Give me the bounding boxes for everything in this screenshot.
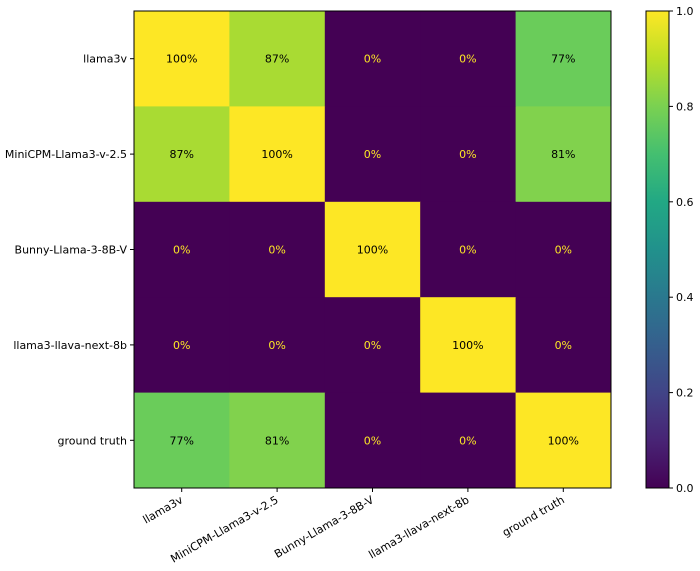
cell-label-r4-c1: 81% [265,434,289,447]
y-tick-label: llama3v [83,53,127,66]
heatmap-cell-r4-c1 [229,392,326,489]
x-tick-label: Bunny-Llama-3-8B-V [272,493,376,561]
cell-label-r1-c1: 100% [261,148,292,161]
cell-label-r2-c1: 0% [268,244,285,257]
cell-label-r2-c0: 0% [173,244,190,257]
cell-label-r2-c3: 0% [459,244,476,257]
cell-label-r0-c3: 0% [459,53,476,66]
cell-label-r4-c2: 0% [364,434,381,447]
x-axis: llama3vMiniCPM-Llama3-v-2.5Bunny-Llama-3… [141,488,567,566]
heatmap-grid: 100% 87% 0% 0% 77% 87% 100% 0% 0% 81% 0% 0% 100% 0% 0%… [134,11,612,489]
heatmap-cell-r1-c3 [420,106,517,203]
heatmap-cell-r2-c1 [229,201,326,298]
y-axis: llama3v MiniCPM-Llama3-v-2.5 Bunny-Llama-3… [5,53,134,447]
cell-label-r2-c4: 0% [555,244,572,257]
cell-label-r4-c0: 77% [169,434,193,447]
cell-label-r4-c4: 100% [548,434,579,447]
cell-label-r0-c2: 0% [364,53,381,66]
heatmap-cell-r0-c4 [515,11,612,107]
x-tick-label: llama3v [141,493,186,526]
heatmap-cell-r2-c3 [420,201,517,298]
colorbar-tick-label: 0.0 [676,482,694,495]
colorbar-tick-label: 0.2 [676,387,694,400]
cell-label-r3-c0: 0% [173,339,190,352]
heatmap-cell-r1-c2 [324,106,421,203]
heatmap-cell-r1-c4 [515,106,612,203]
heatmap-cell-r0-c3 [420,11,517,107]
heatmap-cell-r0-c0 [134,11,230,107]
heatmap-cell-r4-c2 [324,392,421,489]
y-tick-label: llama3-llava-next-8b [13,339,127,352]
y-tick-label: ground truth [57,434,127,447]
heatmap-cell-r3-c4 [515,297,612,394]
cell-label-r1-c2: 0% [364,148,381,161]
cell-label-r3-c1: 0% [268,339,285,352]
cell-label-r4-c3: 0% [459,434,476,447]
heatmap-cell-r2-c2 [324,201,421,298]
x-tick-label: MiniCPM-Llama3-v-2.5 [168,493,280,565]
colorbar: 0.0 0.2 0.4 0.6 0.8 1.0 [645,5,694,495]
heatmap-cell-r4-c3 [420,392,517,489]
heatmap-cell-r0-c2 [324,11,421,107]
colorbar-tick-label: 0.8 [676,100,694,113]
cell-label-r0-c4: 77% [551,53,575,66]
heatmap-cell-r1-c1 [229,106,326,203]
heatmap-cell-r3-c2 [324,297,421,394]
colorbar-tick-label: 0.4 [676,291,694,304]
cell-label-r3-c2: 0% [364,339,381,352]
heatmap-cell-r4-c0 [134,392,230,489]
x-tick-label: ground truth [500,493,567,539]
cell-label-r1-c3: 0% [459,148,476,161]
y-tick-label: Bunny-Llama-3-8B-V [15,244,128,257]
heatmap-cell-r1-c0 [134,106,230,203]
heatmap-cell-r3-c0 [134,297,230,394]
cell-label-r0-c1: 87% [265,53,289,66]
colorbar-gradient [645,10,670,489]
cell-label-r1-c4: 81% [551,148,575,161]
cell-label-r2-c2: 100% [357,244,388,257]
heatmap-cell-r2-c4 [515,201,612,298]
heatmap-cell-r2-c0 [134,201,230,298]
cell-label-r3-c3: 100% [452,339,483,352]
y-tick-label: MiniCPM-Llama3-v-2.5 [5,148,127,161]
colorbar-tick-label: 0.6 [676,196,694,209]
x-tick-label: llama3-llava-next-8b [366,493,471,561]
cell-label-r3-c4: 0% [555,339,572,352]
heatmap-cell-r4-c4 [515,392,612,489]
heatmap-cell-r0-c1 [229,11,326,107]
cell-label-r1-c0: 87% [169,148,193,161]
heatmap-cell-r3-c1 [229,297,326,394]
cell-label-r0-c0: 100% [166,53,197,66]
colorbar-tick-label: 1.0 [676,5,694,18]
heatmap-cell-r3-c3 [420,297,517,394]
